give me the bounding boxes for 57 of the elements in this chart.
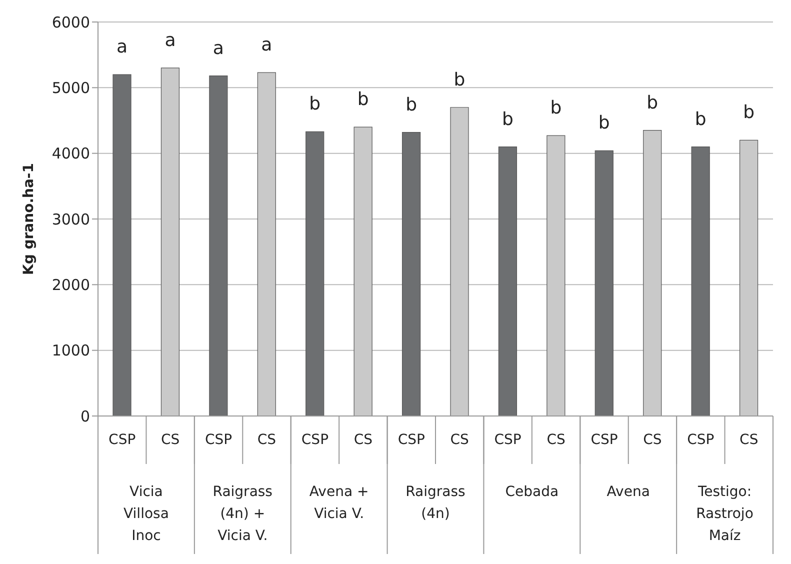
- y-axis-title: Kg grano.ha-1: [20, 163, 37, 275]
- annotation: b: [598, 112, 610, 134]
- text: Raigrass (4n) + Vicia V.: [212, 484, 272, 544]
- text: Vicia Villosa Inoc: [124, 484, 169, 544]
- y-tick-label: 1000: [52, 342, 90, 360]
- y-tick-label: 0: [80, 407, 90, 426]
- bar: [691, 146, 710, 416]
- annotation: a: [164, 30, 176, 51]
- annotation: a: [212, 38, 224, 59]
- y-tick-label: 5000: [52, 78, 90, 97]
- x-tick-label: CSP: [494, 432, 522, 448]
- annotation: b: [406, 94, 418, 116]
- x-tick-label: CSP: [590, 432, 618, 448]
- bar: [160, 68, 180, 416]
- bar: [354, 126, 372, 416]
- x-tick-label: CSP: [301, 432, 329, 448]
- bar: [112, 74, 132, 416]
- bar: [257, 72, 276, 416]
- bar: [402, 132, 421, 416]
- bar: [209, 76, 228, 416]
- x-tick-label: CSP: [398, 432, 425, 448]
- annotation: b: [309, 94, 321, 115]
- text: Cebada: [505, 484, 559, 500]
- bar: [739, 140, 758, 416]
- x-tick-label: CSP: [108, 432, 136, 448]
- bar: [594, 150, 614, 416]
- text: Avena + Vicia V.: [309, 484, 369, 522]
- text: Avena: [606, 484, 650, 500]
- x-tick-label: CS: [546, 432, 566, 448]
- bar: [643, 130, 662, 416]
- text: Raigrass (4n): [406, 484, 466, 522]
- annotation: b: [743, 102, 755, 124]
- x-tick-label: CS: [740, 432, 758, 448]
- bar: [306, 131, 324, 416]
- bar: [546, 135, 566, 416]
- annotation: b: [454, 69, 466, 90]
- x-tick-label: CS: [257, 432, 276, 448]
- annotation: b: [694, 108, 706, 130]
- text: Testigo: Rastrojo Maíz: [696, 484, 754, 544]
- annotation: b: [550, 98, 562, 119]
- annotation: b: [646, 92, 658, 114]
- annotation: a: [261, 34, 272, 56]
- bar: [450, 107, 469, 416]
- y-tick-label: 3000: [52, 210, 90, 228]
- x-tick-label: CS: [450, 432, 470, 448]
- bar: [498, 146, 518, 416]
- y-tick-label: 6000: [52, 13, 90, 32]
- annotation: b: [357, 89, 369, 110]
- x-tick-label: CSP: [687, 432, 714, 448]
- y-tick-label: 2000: [52, 276, 90, 294]
- x-tick-label: CS: [643, 432, 662, 448]
- x-tick-label: CS: [160, 432, 180, 448]
- y-tick-label: 4000: [52, 144, 90, 163]
- x-tick-label: CSP: [204, 432, 232, 448]
- annotation: b: [502, 108, 514, 130]
- x-tick-label: CS: [354, 432, 373, 448]
- annotation: a: [116, 36, 128, 58]
